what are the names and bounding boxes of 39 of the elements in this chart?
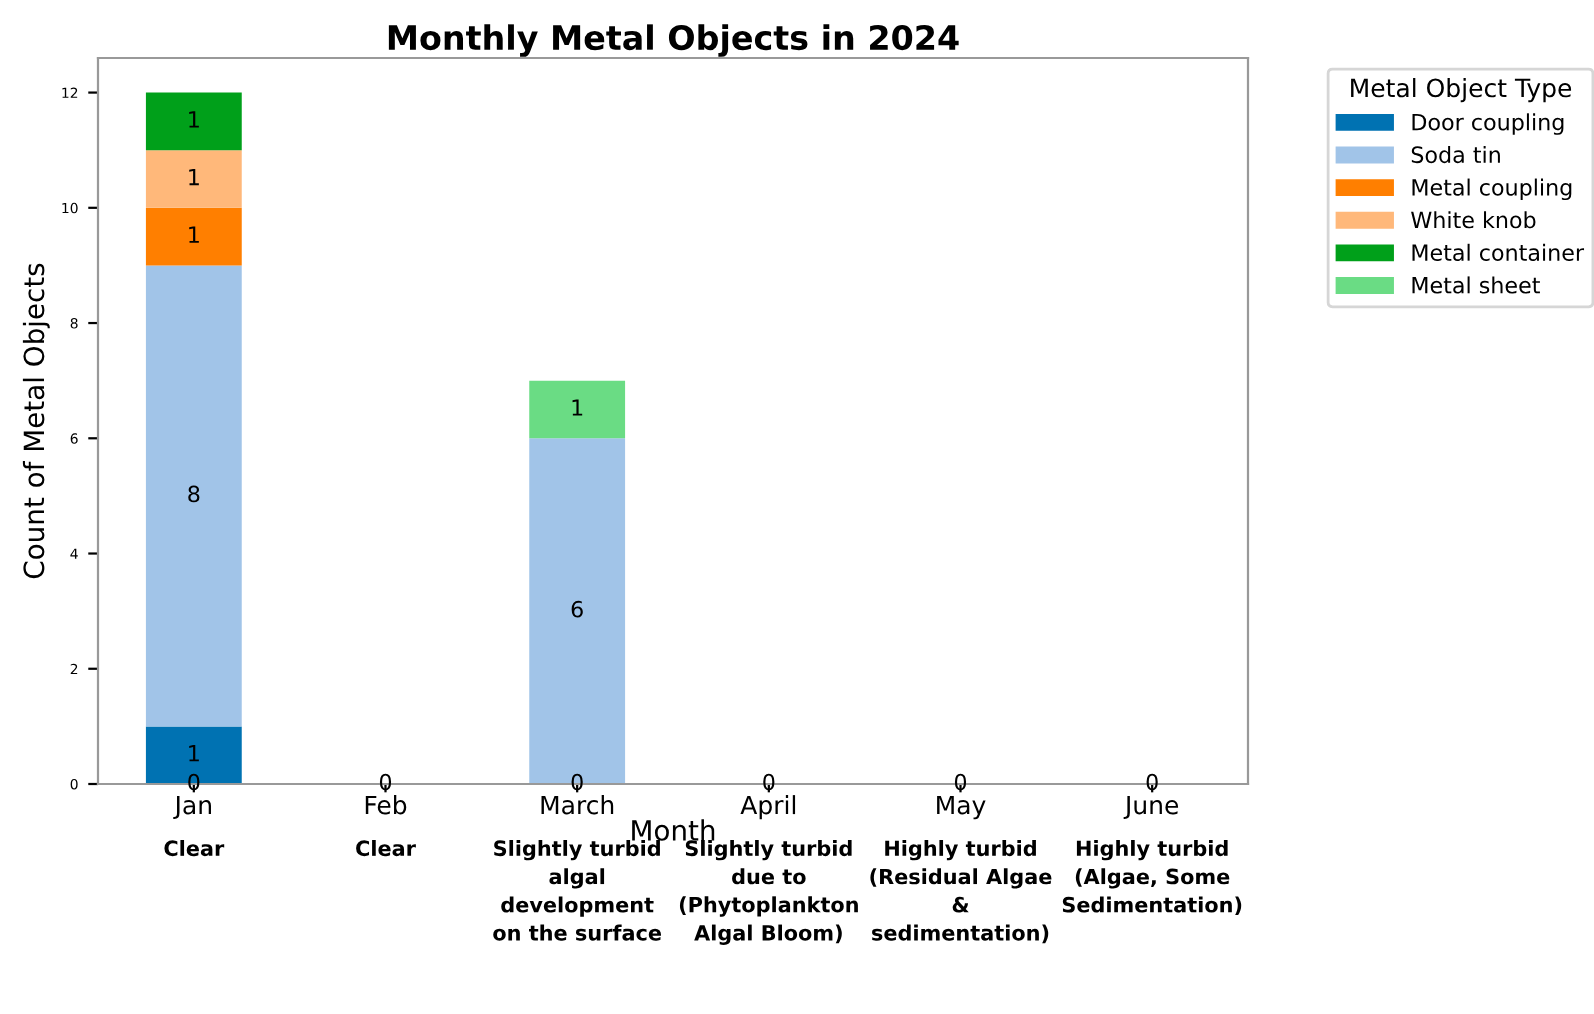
x-tick-label: June: [1123, 795, 1179, 820]
data-label: 1: [189, 168, 199, 186]
x-tick-label: April: [740, 795, 796, 820]
annotation: 0: [379, 773, 392, 791]
legend-title: Metal Object Type: [1351, 78, 1572, 103]
x-tick-label: March: [541, 795, 614, 815]
annotation: 0: [571, 773, 583, 791]
bar: [145, 265, 242, 727]
legend-label: Metal coupling: [1412, 178, 1572, 201]
legend-label: Soda tin: [1411, 145, 1500, 164]
bar: [145, 207, 242, 266]
data-label: 1: [189, 111, 199, 128]
text: Highly turbid (Residual Algae & sedimentation): [870, 840, 1052, 944]
data-label: 8: [188, 485, 200, 503]
annotation: 0: [1146, 773, 1158, 791]
x-tick-label: May: [937, 795, 986, 820]
text: Highly turbid (Algae, Some Sedimentation): [1062, 840, 1242, 916]
legend-label: Metal sheet: [1412, 276, 1540, 294]
y-axis-title: Count of Metal Objects: [22, 263, 50, 579]
bar: [145, 150, 242, 208]
legend-label: Metal container: [1412, 243, 1585, 261]
chart-title: Monthly Metal Objects in 2024: [388, 24, 959, 57]
text: Clear: [164, 840, 225, 857]
annotation: 0: [763, 773, 775, 791]
data-label: 1: [572, 399, 583, 416]
x-tick-label: Jan: [173, 795, 211, 820]
text: Clear: [356, 840, 416, 857]
data-label: 1: [189, 226, 199, 243]
x-axis-title: Month: [632, 819, 715, 841]
data-label: 6: [571, 600, 583, 618]
data-label: 1: [189, 745, 199, 762]
text: Slightly turbid due to (Phytoplankton Algal Bloom): [679, 840, 858, 945]
bar: [145, 92, 242, 151]
bar: [529, 380, 626, 439]
x-tick-label: Feb: [365, 795, 407, 815]
legend-label: White knob: [1411, 211, 1536, 229]
legend-label: Door coupling: [1412, 113, 1564, 135]
text: Slightly turbid algal development on the surface: [493, 840, 661, 941]
annotation: 0: [954, 773, 967, 791]
